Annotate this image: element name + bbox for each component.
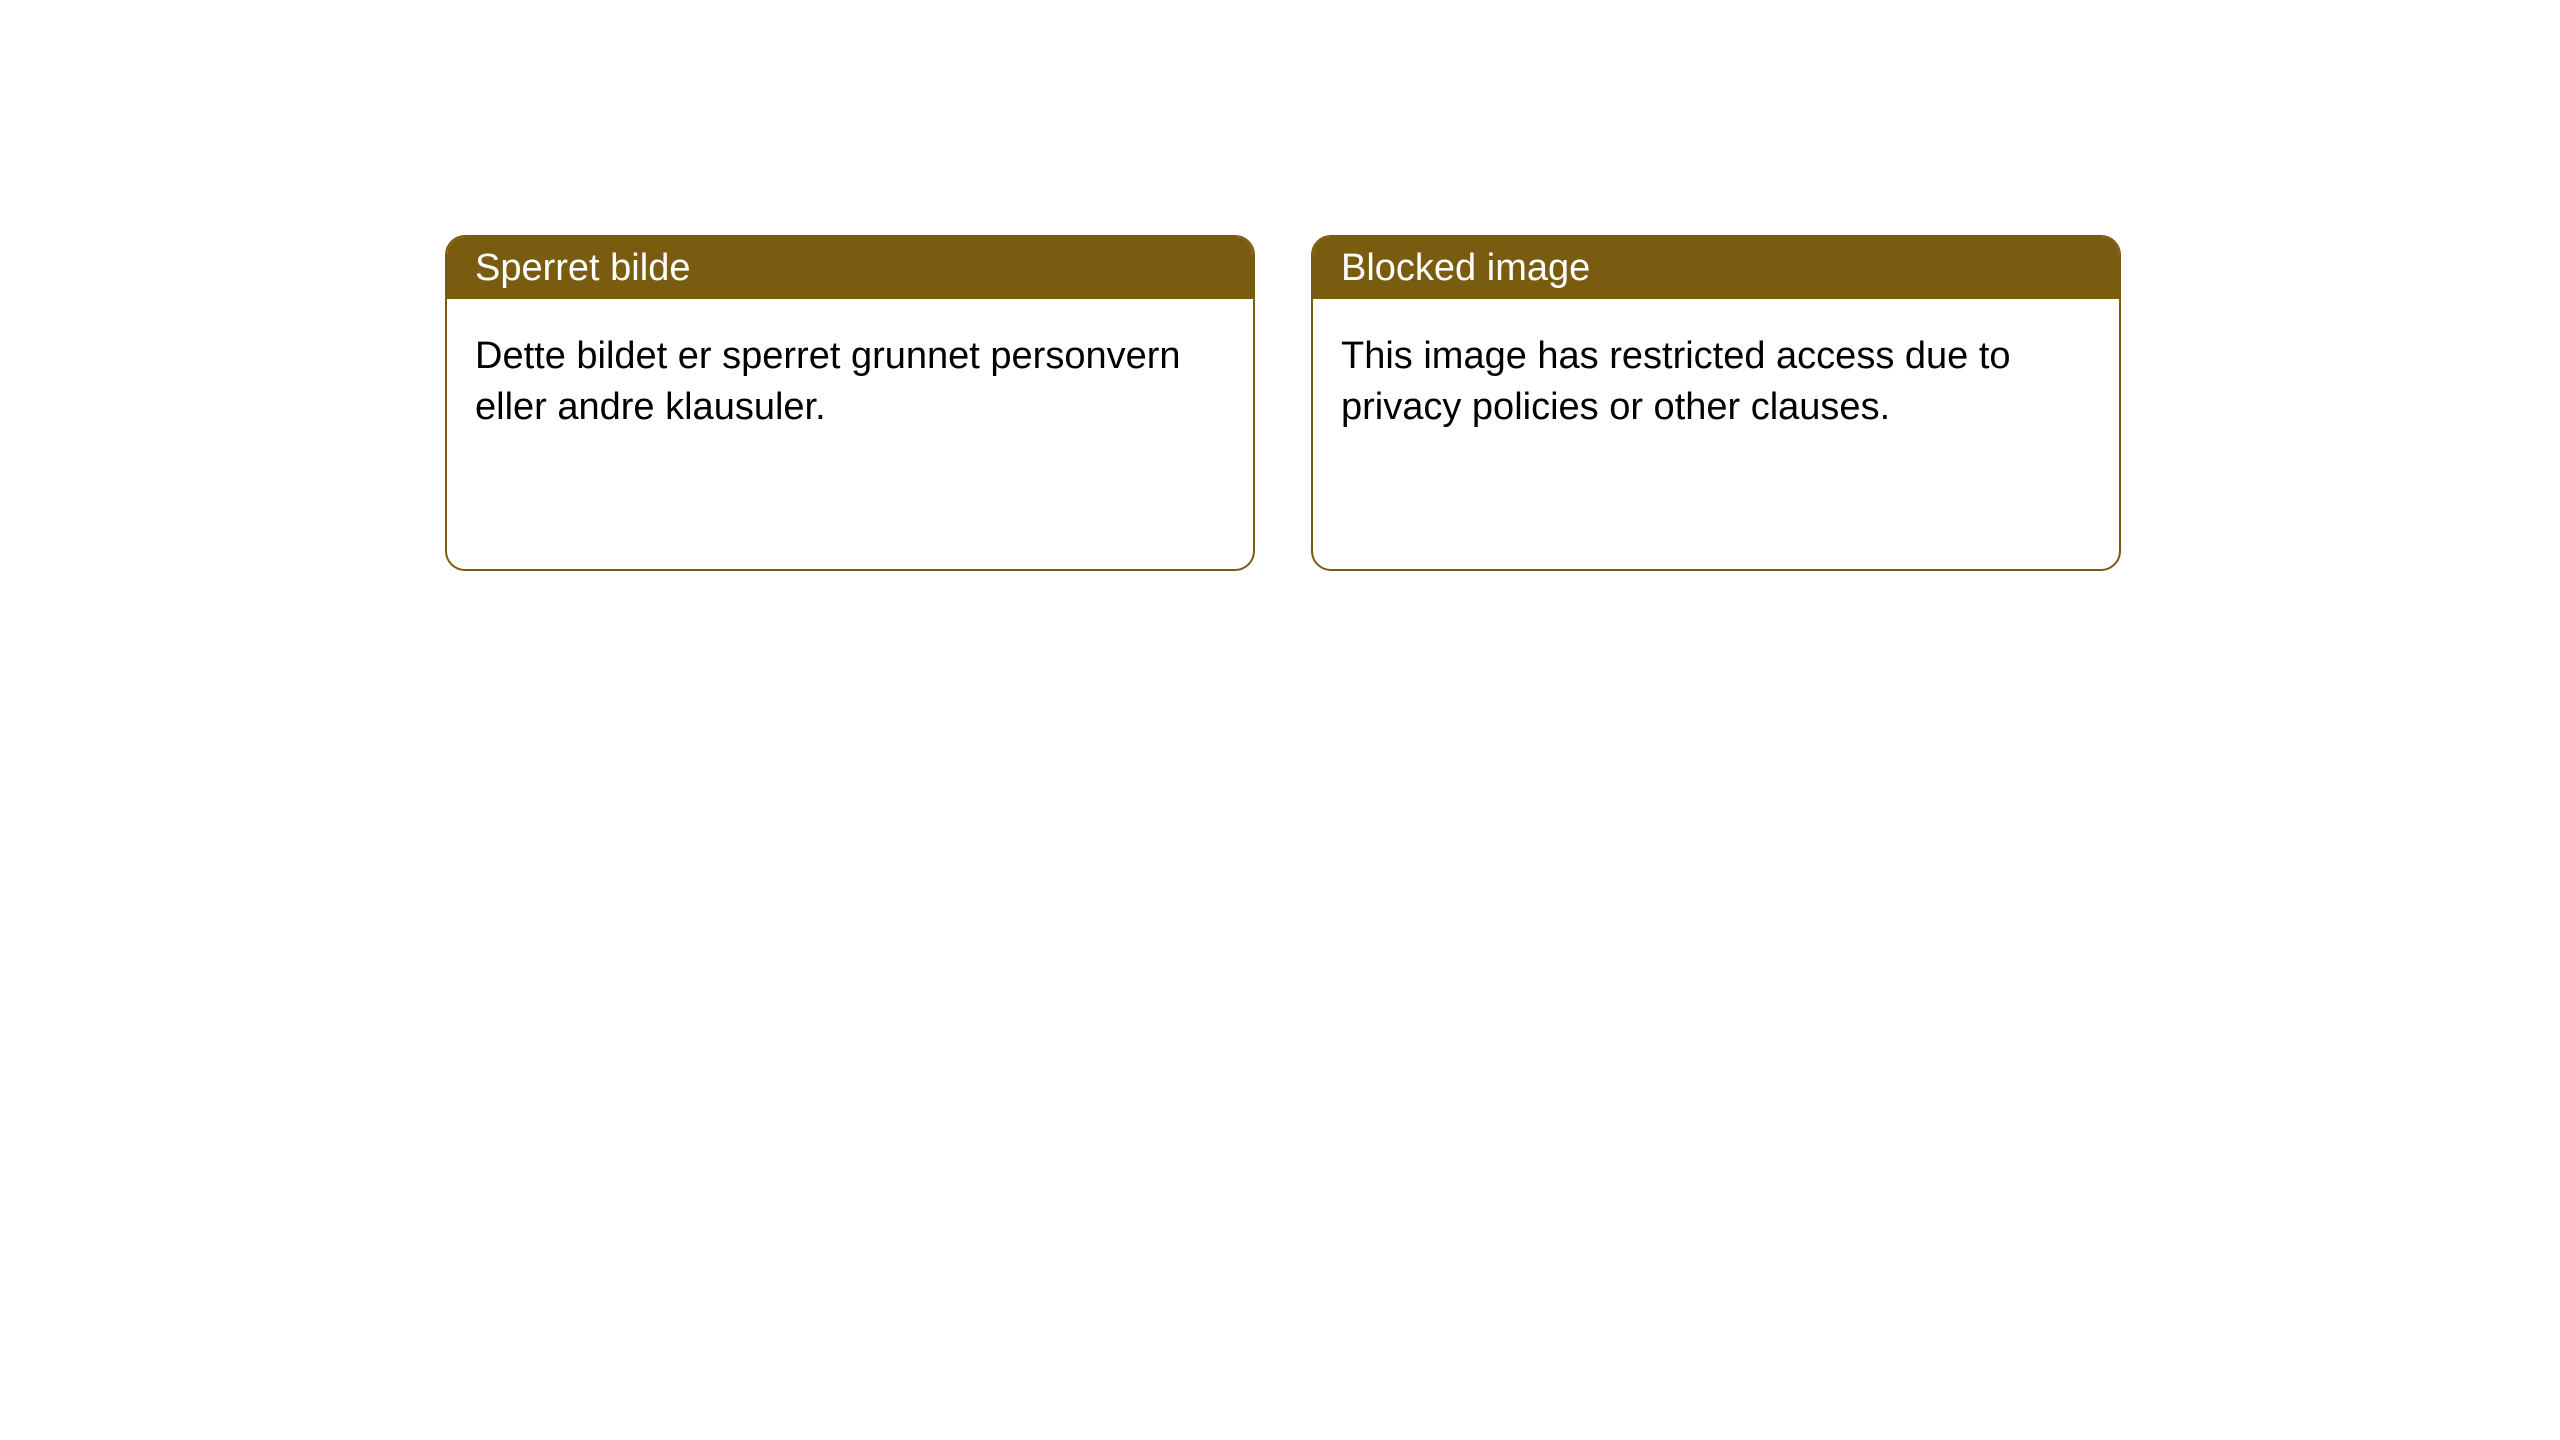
notice-title-norwegian: Sperret bilde xyxy=(475,247,690,290)
notice-card-norwegian: Sperret bilde Dette bildet er sperret gr… xyxy=(445,235,1255,571)
notice-text-norwegian: Dette bildet er sperret grunnet personve… xyxy=(475,335,1181,428)
notice-body-english: This image has restricted access due to … xyxy=(1313,299,2119,466)
notice-body-norwegian: Dette bildet er sperret grunnet personve… xyxy=(447,299,1253,466)
notice-container: Sperret bilde Dette bildet er sperret gr… xyxy=(0,0,2560,571)
notice-header-norwegian: Sperret bilde xyxy=(447,237,1253,299)
notice-title-english: Blocked image xyxy=(1341,247,1590,290)
notice-card-english: Blocked image This image has restricted … xyxy=(1311,235,2121,571)
notice-text-english: This image has restricted access due to … xyxy=(1341,335,2011,428)
notice-header-english: Blocked image xyxy=(1313,237,2119,299)
